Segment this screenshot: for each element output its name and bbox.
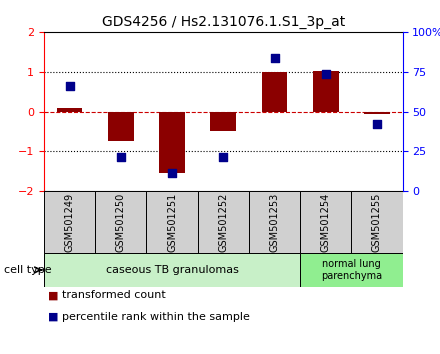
Bar xyxy=(300,253,403,287)
Text: ■: ■ xyxy=(48,312,62,321)
Text: GSM501249: GSM501249 xyxy=(65,193,75,252)
Bar xyxy=(147,191,198,253)
Bar xyxy=(95,191,147,253)
Text: GSM501252: GSM501252 xyxy=(218,193,228,252)
Point xyxy=(271,55,278,61)
Bar xyxy=(44,253,300,287)
Point xyxy=(117,154,125,160)
Title: GDS4256 / Hs2.131076.1.S1_3p_at: GDS4256 / Hs2.131076.1.S1_3p_at xyxy=(102,16,345,29)
Bar xyxy=(262,72,287,112)
Bar xyxy=(108,112,134,141)
Text: GSM501250: GSM501250 xyxy=(116,193,126,252)
Point xyxy=(322,71,329,76)
Text: ■: ■ xyxy=(48,290,62,300)
Bar xyxy=(198,191,249,253)
Bar xyxy=(159,112,185,173)
Text: GSM501251: GSM501251 xyxy=(167,193,177,252)
Text: transformed count: transformed count xyxy=(62,290,165,300)
Bar xyxy=(352,191,403,253)
Text: GSM501254: GSM501254 xyxy=(321,193,331,252)
Text: GSM501255: GSM501255 xyxy=(372,193,382,252)
Text: cell type: cell type xyxy=(4,265,52,275)
Bar xyxy=(57,108,82,112)
Bar xyxy=(44,191,95,253)
Point xyxy=(374,121,381,127)
Bar xyxy=(364,112,390,114)
Point xyxy=(169,170,176,176)
Bar xyxy=(249,191,300,253)
Bar xyxy=(300,191,352,253)
Text: normal lung
parenchyma: normal lung parenchyma xyxy=(321,259,382,281)
Text: percentile rank within the sample: percentile rank within the sample xyxy=(62,312,249,321)
Bar xyxy=(210,112,236,131)
Text: GSM501253: GSM501253 xyxy=(270,193,279,252)
Bar xyxy=(313,71,338,112)
Text: caseous TB granulomas: caseous TB granulomas xyxy=(106,265,238,275)
Point xyxy=(66,83,73,88)
Point xyxy=(220,154,227,160)
